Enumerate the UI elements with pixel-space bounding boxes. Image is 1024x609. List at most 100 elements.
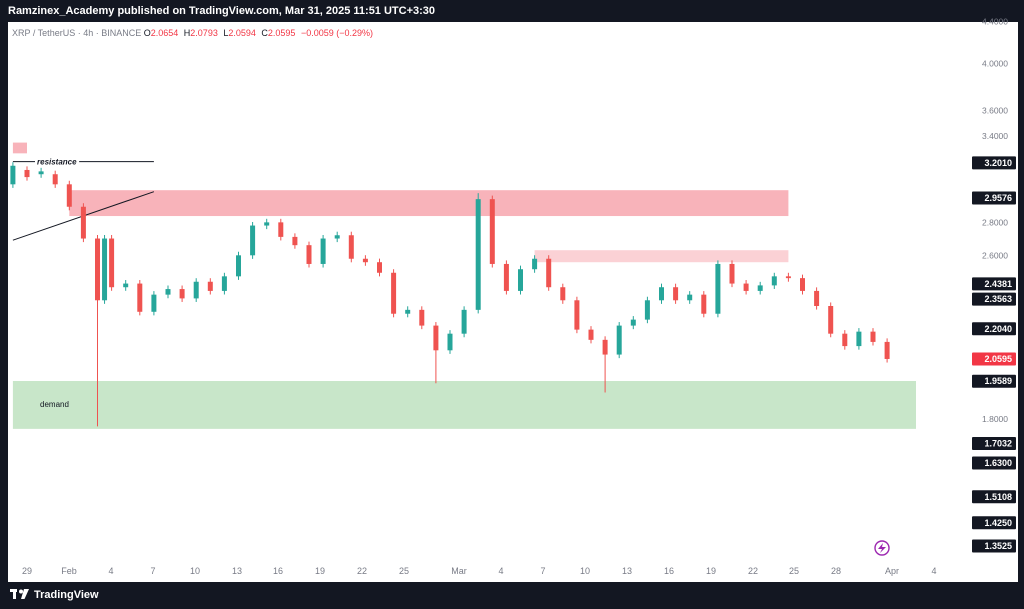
y-tick-3: 3.4000 [982, 131, 1008, 141]
candle-body-21 [292, 236, 298, 246]
lightning-bolt-icon[interactable] [874, 540, 890, 556]
candle-body-51 [715, 263, 721, 314]
candle-body-39 [546, 258, 552, 288]
x-tick-20: Apr [885, 566, 899, 576]
x-tick-15: 16 [664, 566, 674, 576]
candle-body-31 [433, 325, 439, 351]
candle-body-7 [102, 238, 108, 301]
candle-body-4 [66, 184, 72, 207]
publisher-text: Ramzinex_Academy published on TradingVie… [8, 5, 436, 17]
y-tick-4: 2.8000 [982, 217, 1008, 227]
candle-body-8 [109, 238, 115, 288]
close-value: 2.0595 [267, 28, 296, 38]
candle-body-5 [80, 206, 86, 239]
candle-body-60 [842, 333, 848, 347]
candle-body-13 [179, 289, 185, 299]
x-tick-11: 4 [498, 566, 503, 576]
candle-body-58 [814, 290, 820, 306]
footer-bar [0, 582, 1024, 609]
price-tag-bg-10 [972, 516, 1016, 530]
candle-body-16 [221, 276, 227, 291]
candle-body-35 [489, 199, 495, 264]
candle-body-43 [602, 339, 608, 355]
candle-body-26 [362, 258, 368, 263]
candle-body-46 [644, 300, 650, 320]
x-tick-8: 22 [357, 566, 367, 576]
x-tick-5: 13 [232, 566, 242, 576]
x-tick-14: 13 [622, 566, 632, 576]
candle-body-22 [306, 245, 312, 264]
candle-body-56 [785, 276, 791, 279]
candle-body-55 [771, 276, 777, 286]
candle-body-18 [250, 225, 256, 256]
candle-body-61 [856, 331, 862, 347]
candle-body-41 [574, 300, 580, 330]
price-tag-1: 2.9576 [984, 193, 1012, 203]
open-value: 2.0654 [150, 28, 179, 38]
candle-body-47 [659, 287, 664, 301]
price-tag-bg-3 [972, 292, 1016, 306]
high-value: 2.0793 [190, 28, 218, 38]
y-tick-0: 4.4000 [982, 16, 1008, 26]
candle-body-42 [588, 329, 594, 340]
candle-body-63 [884, 341, 890, 359]
x-tick-12: 7 [540, 566, 545, 576]
price-tag-bg-6 [972, 374, 1016, 388]
candle-body-48 [673, 287, 679, 301]
price-tag-11: 1.3525 [984, 541, 1012, 551]
x-tick-4: 10 [190, 566, 200, 576]
publisher-bar: Ramzinex_Academy published on TradingVie… [0, 0, 1024, 22]
x-tick-2: 4 [108, 566, 113, 576]
candle-body-10 [137, 283, 143, 312]
price-tag-8: 1.6300 [984, 458, 1012, 468]
price-tag-bg-4 [972, 322, 1016, 336]
price-tag-bg-7 [972, 436, 1016, 450]
price-tag-bg-8 [972, 456, 1016, 470]
chart-frame [8, 22, 1018, 582]
candle-body-3 [52, 174, 58, 185]
tradingview-logo-icon [10, 589, 29, 599]
candle-body-24 [334, 235, 340, 239]
candle-body-28 [391, 272, 397, 314]
x-tick-19: 28 [831, 566, 841, 576]
price-tag-9: 1.5108 [984, 492, 1012, 502]
x-tick-7: 19 [315, 566, 325, 576]
symbol-title: XRP / TetherUS · 4h · BINANCE [12, 28, 142, 38]
candle-body-0 [10, 165, 16, 185]
resistance-label: resistance [37, 158, 77, 167]
candle-body-37 [518, 269, 523, 291]
candle-body-9 [123, 283, 129, 288]
price-tag-2: 2.4381 [984, 279, 1012, 289]
candle-body-38 [532, 258, 538, 270]
candle-body-15 [207, 281, 213, 291]
x-tick-6: 16 [273, 566, 283, 576]
candle-body-40 [560, 287, 566, 301]
tradingview-logo[interactable]: TradingView [10, 588, 99, 602]
price-tag-bg-11 [972, 539, 1016, 553]
y-tick-5: 2.6000 [982, 250, 1008, 260]
candle-body-52 [729, 263, 735, 284]
price-tag-bg-0 [972, 156, 1016, 170]
x-tick-3: 7 [150, 566, 155, 576]
candle-body-45 [630, 319, 636, 326]
candle-body-17 [236, 255, 241, 277]
candle-body-44 [616, 325, 622, 355]
candle-body-34 [475, 199, 481, 310]
close-label: C [261, 28, 268, 38]
x-tick-10: Mar [451, 566, 467, 576]
candle-body-14 [193, 281, 199, 299]
candle-body-50 [701, 294, 707, 314]
x-tick-13: 10 [580, 566, 590, 576]
low-value: 2.0594 [228, 28, 256, 38]
candle-body-12 [165, 289, 171, 295]
demand-label: demand [40, 400, 69, 409]
price-tag-bg-1 [972, 191, 1016, 205]
price-tag-3: 2.3563 [984, 294, 1012, 304]
zone-supply-0 [12, 142, 27, 154]
price-tag-7: 1.7032 [984, 438, 1012, 448]
price-tag-6: 1.9589 [984, 376, 1012, 386]
x-tick-18: 25 [789, 566, 799, 576]
candle-body-53 [743, 283, 749, 291]
x-tick-17: 22 [748, 566, 758, 576]
